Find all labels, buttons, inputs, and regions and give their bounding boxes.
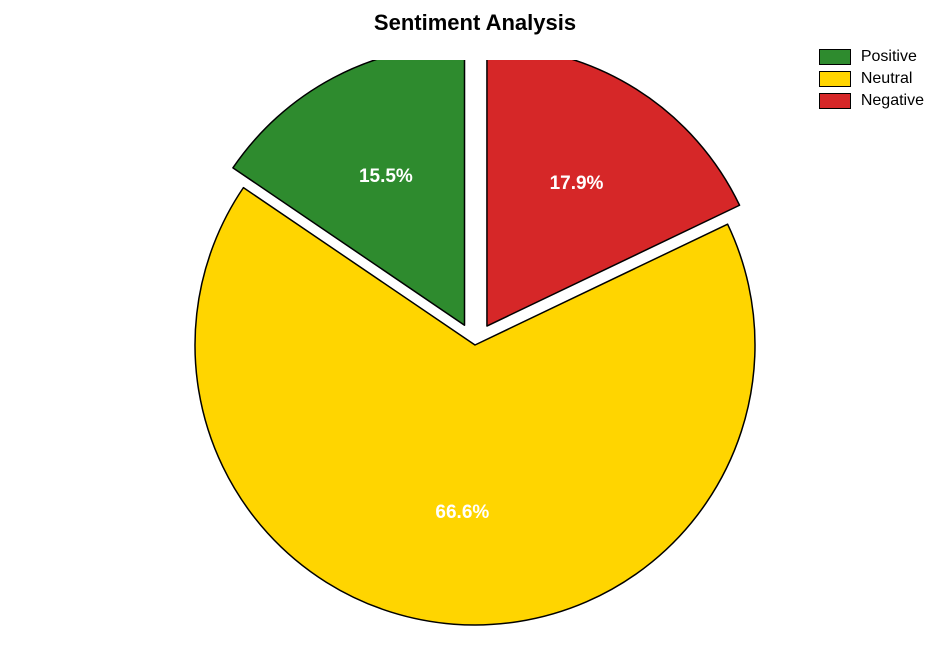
legend-item: Negative [819, 92, 924, 110]
slice-label-neutral: 66.6% [435, 502, 489, 524]
legend-label: Negative [861, 92, 924, 110]
chart-title: Sentiment Analysis [0, 10, 950, 36]
legend-swatch [819, 71, 851, 87]
pie-slice-neutral [195, 188, 755, 625]
legend-item: Neutral [819, 70, 924, 88]
pie-chart: 15.5% 66.6% 17.9% [190, 60, 760, 630]
legend-label: Neutral [861, 70, 913, 88]
legend-swatch [819, 49, 851, 65]
slice-label-positive: 15.5% [359, 166, 413, 188]
legend-label: Positive [861, 48, 917, 66]
legend-swatch [819, 93, 851, 109]
legend-item: Positive [819, 48, 924, 66]
slice-label-negative: 17.9% [550, 173, 604, 195]
legend: Positive Neutral Negative [819, 48, 924, 114]
